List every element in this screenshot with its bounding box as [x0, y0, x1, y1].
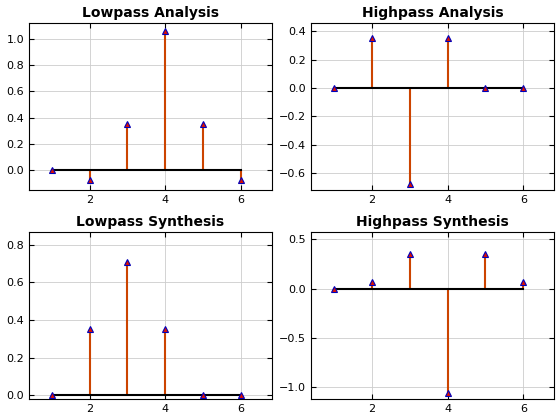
- Title: Highpass Synthesis: Highpass Synthesis: [356, 215, 509, 229]
- Title: Lowpass Analysis: Lowpass Analysis: [82, 6, 219, 20]
- Title: Highpass Analysis: Highpass Analysis: [362, 6, 503, 20]
- Title: Lowpass Synthesis: Lowpass Synthesis: [76, 215, 224, 229]
